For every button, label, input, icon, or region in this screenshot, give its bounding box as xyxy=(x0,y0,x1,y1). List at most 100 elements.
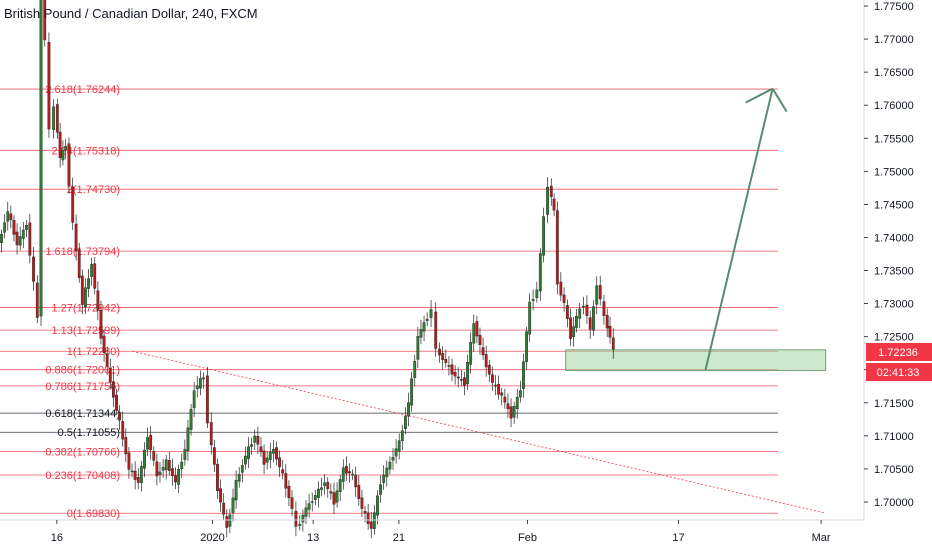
candle-body-111 xyxy=(354,474,358,488)
candle-body-115 xyxy=(366,512,370,525)
price-tick-label-10: 1.72500 xyxy=(874,332,914,344)
candle-body-45 xyxy=(146,437,149,450)
candle-body-27 xyxy=(90,264,94,277)
candle-body-59 xyxy=(189,408,193,430)
candle-body-10 xyxy=(32,256,35,282)
candle-body-31 xyxy=(102,335,106,353)
candle-body-2 xyxy=(6,211,10,222)
price-axis[interactable]: 1.77500 1.77000 1.76500 1.76000 1.75500 1.750… xyxy=(864,1,914,509)
fib-label-10: 0.5(1.71055) xyxy=(58,427,120,439)
candle-body-89 xyxy=(284,473,288,489)
candle-body-64 xyxy=(205,375,209,424)
candle-body-43 xyxy=(139,465,143,484)
candle-body-35 xyxy=(115,394,118,411)
candle-body-91 xyxy=(290,497,294,509)
candle-body-12 xyxy=(39,0,43,317)
trendline-group xyxy=(132,350,826,514)
fib-label-0: 2.618(1.76244) xyxy=(45,84,120,96)
candle-body-166 xyxy=(528,301,532,335)
candle-body-63 xyxy=(202,377,205,380)
candle-body-4 xyxy=(12,220,16,235)
candle-body-182 xyxy=(582,306,585,308)
candle-body-70 xyxy=(225,516,229,528)
candle-body-21 xyxy=(71,186,75,223)
candle-body-0 xyxy=(0,233,3,243)
candle-body-137 xyxy=(438,348,441,356)
candle-body-101 xyxy=(323,482,327,486)
candle-body-46 xyxy=(149,434,153,450)
candle-body-6 xyxy=(18,236,22,246)
candle-body-44 xyxy=(143,449,146,469)
candle-body-65 xyxy=(209,422,213,446)
candle-body-120 xyxy=(382,474,386,483)
candle-body-40 xyxy=(130,470,134,473)
candle-body-48 xyxy=(155,461,159,477)
fib-label-11: 0.382(1.70766) xyxy=(45,446,120,458)
time-axis[interactable]: 16 2020 13 21 Feb 17 Mar xyxy=(51,520,831,544)
candle-body-3 xyxy=(9,213,13,220)
candle-body-72 xyxy=(231,497,235,513)
candle-body-150 xyxy=(478,335,482,345)
price-tick-label-9: 1.73000 xyxy=(874,299,914,311)
projection-arrow-shaft xyxy=(704,88,774,370)
candle-body-14 xyxy=(47,42,51,130)
candle-body-174 xyxy=(555,210,559,285)
candle-body-152 xyxy=(484,354,488,368)
candle-body-148 xyxy=(472,323,476,344)
candle-body-105 xyxy=(335,490,339,503)
current-price-label: 1.72236 xyxy=(878,347,918,359)
countdown-badge xyxy=(866,363,932,381)
candle-body-96 xyxy=(307,503,311,510)
candle-body-23 xyxy=(77,249,81,279)
candle-body-164 xyxy=(522,361,525,389)
candle-body-144 xyxy=(459,379,463,381)
candle-body-133 xyxy=(422,322,426,332)
candle-body-176 xyxy=(562,294,566,303)
price-badges: 1.72236 02:41:33 xyxy=(866,343,932,381)
candle-body-145 xyxy=(463,377,466,386)
candle-body-28 xyxy=(93,263,97,289)
candle-body-129 xyxy=(410,378,414,406)
candle-body-92 xyxy=(294,510,298,527)
candle-body-179 xyxy=(572,326,576,338)
candle-body-161 xyxy=(512,406,516,418)
candle-body-131 xyxy=(416,335,420,360)
candle-body-68 xyxy=(219,488,222,503)
candle-body-147 xyxy=(469,342,473,365)
candle-body-157 xyxy=(500,392,504,396)
price-tick-label-4: 1.75500 xyxy=(874,133,914,145)
candle-body-124 xyxy=(394,448,398,457)
candle-body-103 xyxy=(329,491,333,494)
candle-body-73 xyxy=(234,480,238,501)
candle-body-42 xyxy=(136,477,140,483)
candle-body-74 xyxy=(237,473,241,482)
candle-body-146 xyxy=(466,362,469,385)
candle-body-184 xyxy=(588,317,592,330)
price-tick-label-7: 1.74000 xyxy=(874,232,914,244)
fib-label-12: 0.236(1.70408) xyxy=(45,470,120,482)
fib-label-13: 0(1.69830) xyxy=(67,508,120,520)
candle-body-11 xyxy=(35,282,39,318)
candle-body-190 xyxy=(608,325,612,338)
price-tick-label-3: 1.76000 xyxy=(874,100,914,112)
price-tick-label-2: 1.76500 xyxy=(874,67,914,79)
candle-body-151 xyxy=(481,347,485,356)
candle-body-117 xyxy=(372,512,376,529)
price-tick-label-0: 1.77500 xyxy=(874,1,914,13)
date-tick-label-0: 16 xyxy=(51,532,63,544)
candle-body-107 xyxy=(341,467,345,482)
candle-body-77 xyxy=(247,446,250,459)
candle-body-141 xyxy=(450,364,454,375)
candle-body-97 xyxy=(310,501,314,503)
fib-label-6: 1(1.72280) xyxy=(67,346,120,358)
candle-body-127 xyxy=(404,416,407,429)
candle-body-113 xyxy=(360,497,364,509)
candle-body-110 xyxy=(351,473,355,476)
candle-body-69 xyxy=(222,502,226,515)
candle-body-154 xyxy=(491,374,494,383)
date-tick-label-3: 21 xyxy=(393,532,405,544)
chart-title: British Pound / Canadian Dollar, 240, FX… xyxy=(4,6,258,21)
candle-body-84 xyxy=(268,451,272,460)
candle-body-188 xyxy=(602,301,606,316)
